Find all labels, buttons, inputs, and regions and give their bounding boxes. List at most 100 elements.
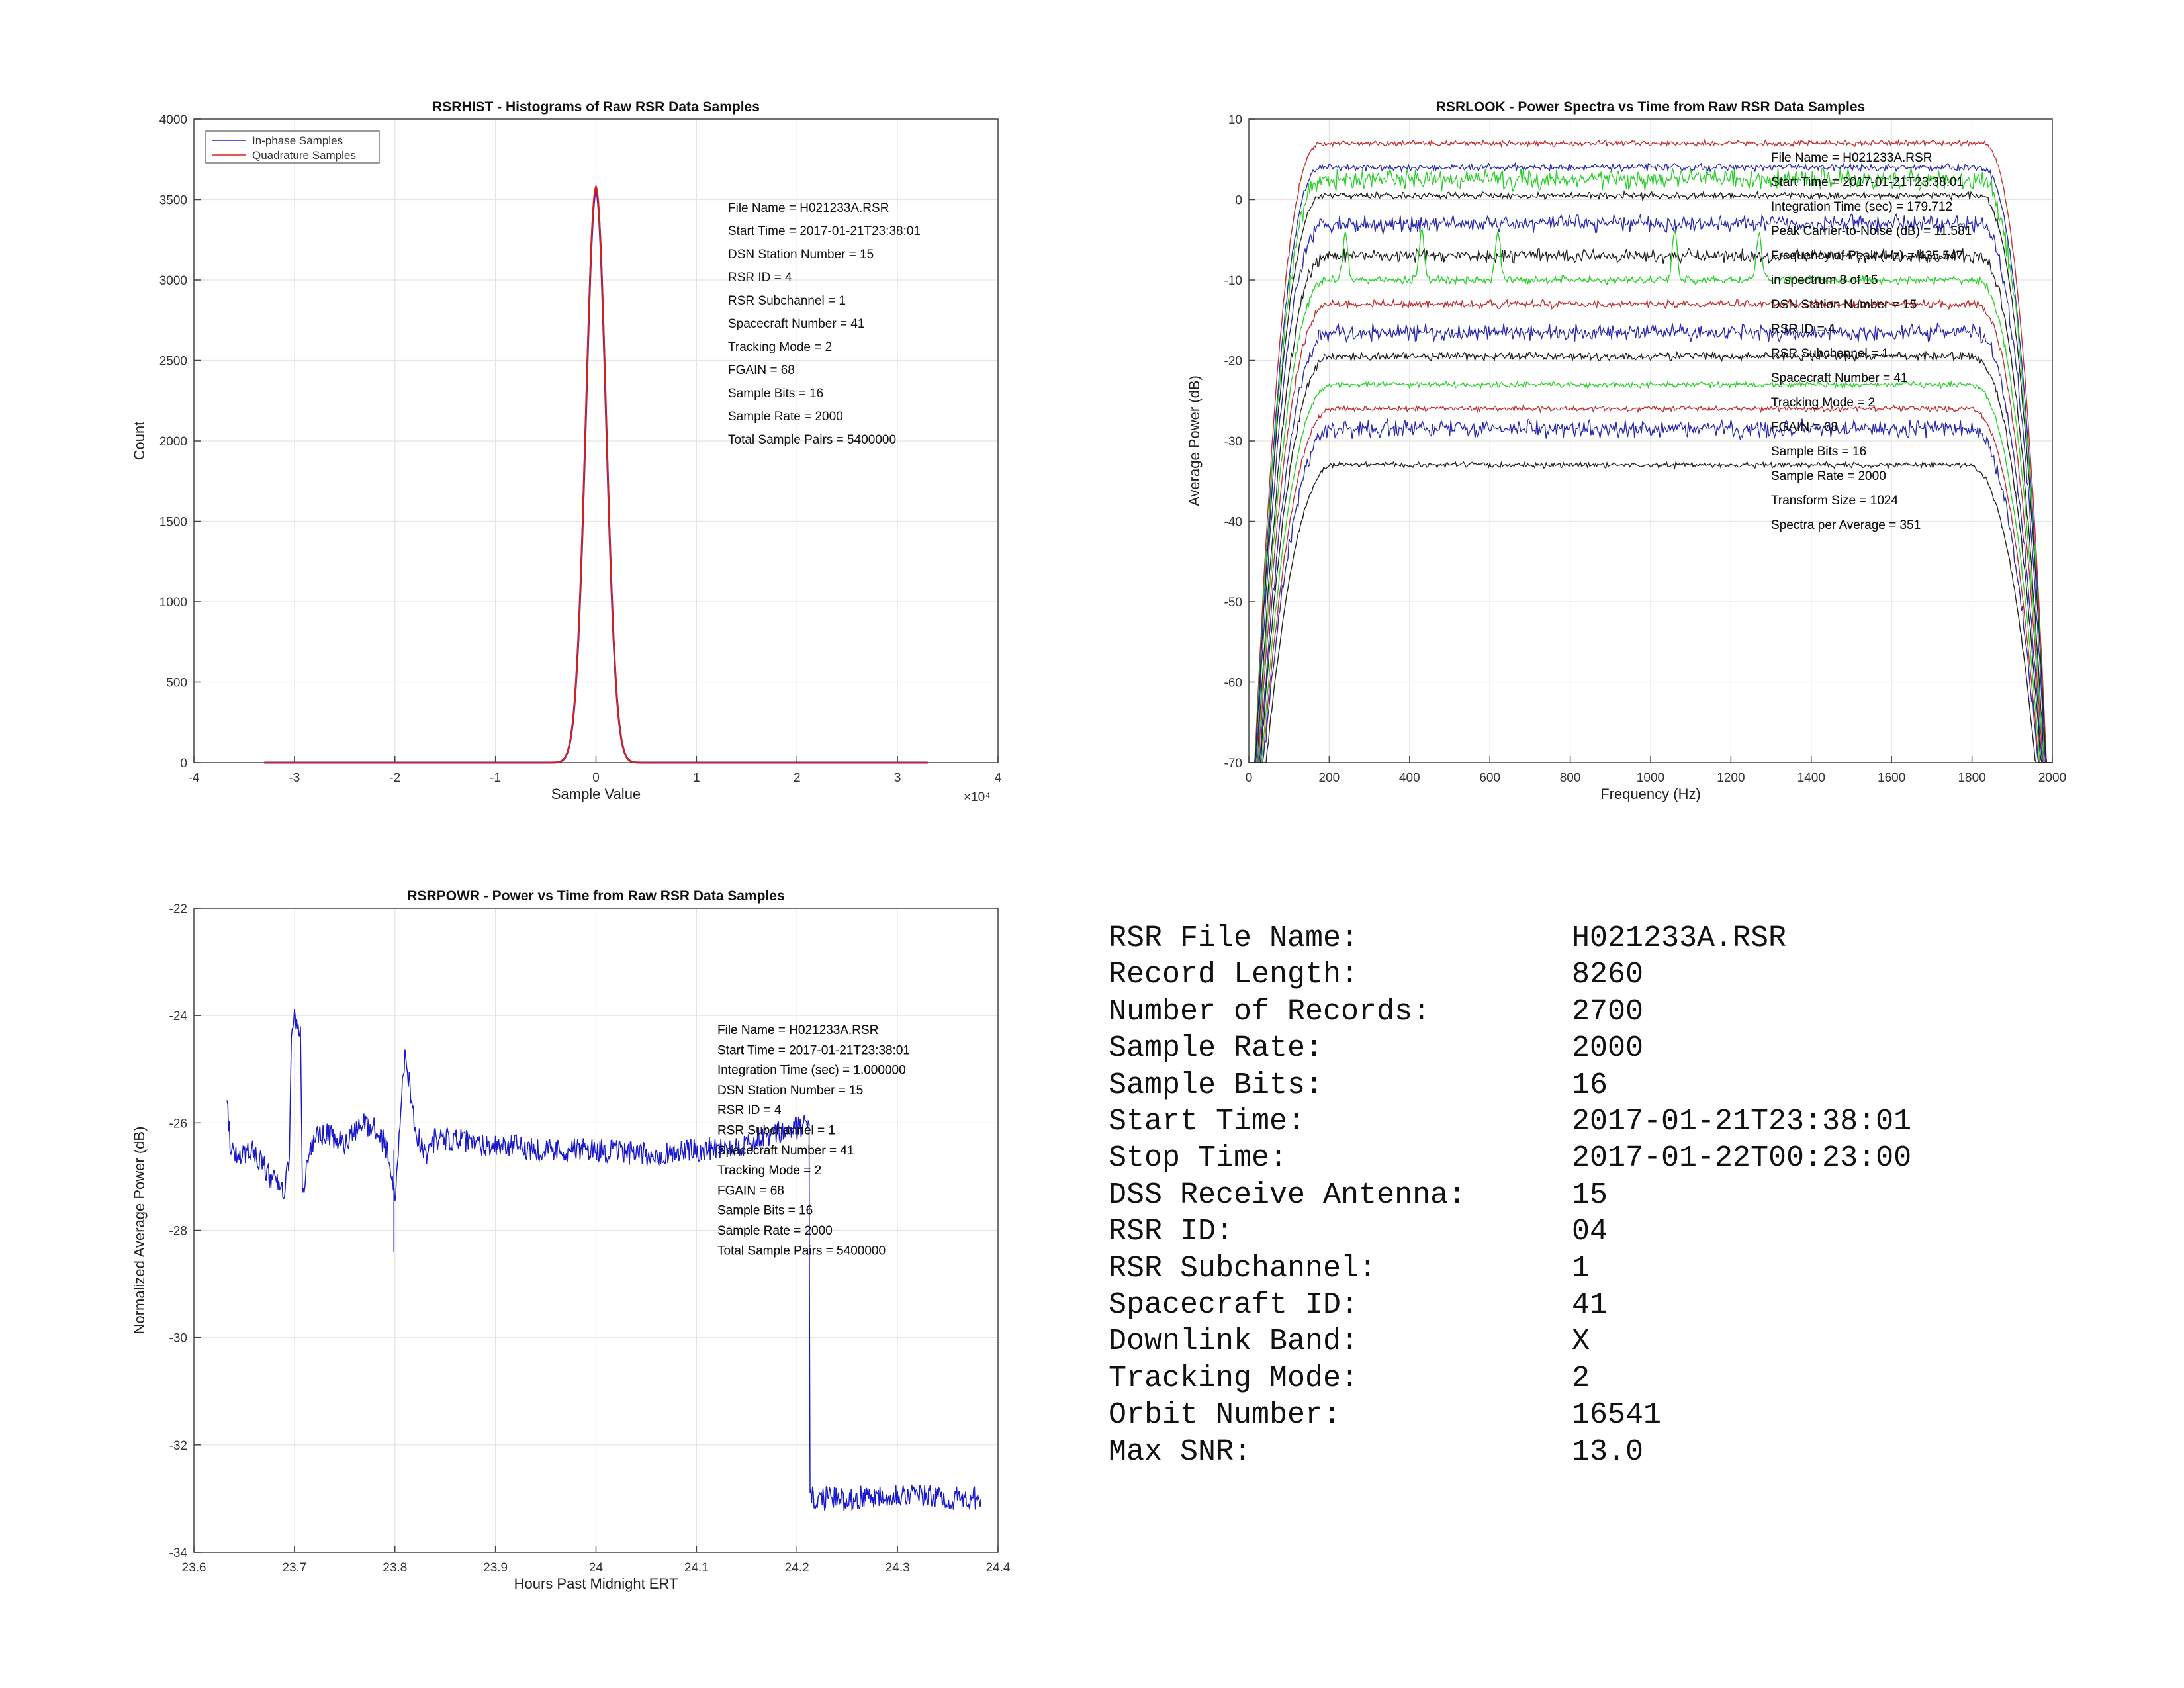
- rsrhist-ytick-label: 2500: [159, 355, 187, 369]
- rsrlook-annotation-overlay: Integration Time (sec) = 179.712: [1771, 200, 1952, 214]
- rsrhist-annotation: Spacecraft Number = 41: [728, 317, 864, 331]
- rsrlook-annotation: Spectra per Average = 351: [1771, 518, 1921, 532]
- rsrhist-ytick-label: 500: [166, 677, 187, 690]
- rsrlook-ytick-label: -20: [1224, 355, 1242, 369]
- rsrpowr-annotation-overlay: File Name = H021233A.RSR: [717, 1023, 878, 1037]
- rsrlook-spectrum-line: [1249, 228, 2052, 763]
- rsrhist-ytick-label: 2000: [159, 435, 187, 449]
- rsrhist-annotation: Start Time = 2017-01-21T23:38:01: [728, 224, 921, 238]
- summary-row: RSR Subchannel: 1: [1109, 1250, 1911, 1287]
- rsrpowr-xtick-label: 24: [589, 1561, 604, 1575]
- rsrpowr-xtick-label: 23.7: [282, 1561, 306, 1575]
- rsrhist-legend-entry: In-phase Samples: [252, 134, 343, 147]
- summary-key: Sample Rate:: [1109, 1031, 1324, 1066]
- rsrlook-spectrum-line: [1249, 418, 2052, 763]
- rsrhist-xtick-label: 4: [995, 771, 1002, 785]
- rsrhist-legend: In-phase Samples Quadrature Samples: [205, 130, 380, 164]
- rsrhist-annotation: Sample Bits = 16: [728, 387, 823, 400]
- rsrhist-chart: -4 -3 -2 -1 0 1 2 3 4 0 500 1000 1500 2000 2500 3000 350…: [131, 99, 1002, 804]
- rsrpowr-annotation: FGAIN = 68: [717, 1184, 784, 1197]
- rsrlook-annotation-overlay: DSN Station Number = 15: [1771, 298, 1917, 312]
- rsrlook-spectrum-line: [1249, 350, 2052, 763]
- rsrhist-xtick-label: 1: [693, 771, 700, 785]
- rsrhist-xtick-label: -3: [289, 771, 300, 785]
- rsrlook-annotation-overlay: Sample Rate = 2000: [1771, 469, 1886, 483]
- rsrhist-ytick-label: 3500: [159, 194, 187, 208]
- rsrlook-spectrum-line: [1249, 297, 2052, 763]
- rsrlook-xtick-label: 1600: [1878, 771, 1905, 785]
- rsrlook-xtick-label: 0: [1246, 771, 1253, 785]
- rsrhist-ytick-label: 0: [180, 757, 187, 771]
- summary-row: Sample Bits: 16: [1109, 1067, 1911, 1103]
- rsrlook-annotation-overlay: FGAIN = 68: [1771, 420, 1838, 434]
- summary-key: Number of Records:: [1109, 994, 1431, 1029]
- rsrpowr-ytick-label: -24: [169, 1009, 188, 1023]
- rsrhist-annotation: RSR ID = 4: [728, 271, 792, 285]
- rsrlook-ytick-label: -10: [1224, 274, 1242, 288]
- rsrlook-xtick-label: 600: [1479, 771, 1500, 785]
- rsrpowr-xtick-label: 23.9: [483, 1561, 508, 1575]
- summary-value: H021233A.RSR: [1572, 921, 1787, 955]
- summary-key: RSR ID:: [1109, 1215, 1234, 1249]
- summary-key: Max SNR:: [1109, 1434, 1252, 1469]
- summary-value: 2017-01-22T00:23:00: [1572, 1141, 1912, 1176]
- rsrhist-xtick-label: -1: [490, 771, 501, 785]
- summary-row: Record Length: 8260: [1109, 957, 1911, 993]
- summary-row: Orbit Number: 16541: [1109, 1397, 1911, 1433]
- rsrlook-title: RSRLOOK - Power Spectra vs Time from Raw…: [1436, 99, 1865, 115]
- rsrhist-legend-box: [205, 130, 380, 164]
- rsrpowr-annotation: Start Time = 2017-01-21T23:38:01: [717, 1043, 910, 1057]
- rsrhist-annotation: File Name = H021233A.RSR: [728, 201, 889, 215]
- rsrhist-ylabel: Count: [131, 422, 148, 461]
- rsrlook-annotation: Sample Rate = 2000: [1771, 469, 1886, 483]
- rsrlook-chart: 0 200 400 600 800 1000 1200 1400 1600 1800 2000 -70…: [1186, 99, 2066, 802]
- rsrlook-annotation: in spectrum 8 of 15: [1771, 273, 1878, 287]
- rsrpowr-xlabel: Hours Past Midnight ERT: [514, 1575, 678, 1592]
- summary-key: Sample Bits:: [1109, 1068, 1324, 1102]
- summary-key: Tracking Mode:: [1109, 1361, 1359, 1395]
- rsrlook-spectrum-line: [1249, 380, 2052, 763]
- rsrhist-annotation: Tracking Mode = 2: [728, 340, 832, 354]
- rsrlook-spectrum-line: [1249, 167, 2052, 763]
- rsrlook-annotation-overlay: Sample Bits = 16: [1771, 445, 1866, 459]
- summary-row: DSS Receive Antenna: 15: [1109, 1177, 1911, 1213]
- rsrlook-annotation-overlay: Start Time = 2017-01-21T23:38:01: [1771, 175, 1964, 189]
- rsrlook-annotation-overlay: Peak Carrier-to-Noise (dB) = 11.581: [1771, 224, 1972, 238]
- summary-value: 16541: [1572, 1398, 1662, 1432]
- rsrhist-xtick-label: 2: [794, 771, 801, 785]
- summary-key: Stop Time:: [1109, 1141, 1288, 1176]
- rsrlook-annotation-overlay: RSR ID = 4: [1771, 322, 1835, 336]
- summary-value: 13.0: [1572, 1434, 1644, 1469]
- summary-row: Sample Rate: 2000: [1109, 1030, 1911, 1066]
- rsrlook-xtick-label: 400: [1399, 771, 1420, 785]
- rsrlook-annotation-overlay: in spectrum 8 of 15: [1771, 273, 1878, 287]
- rsrlook-xtick-label: 1000: [1637, 771, 1664, 785]
- rsrlook-spectrum-line: [1249, 162, 2052, 763]
- rsrlook-annotation-overlay: Frequency of Peak (Hz) = 435.547: [1771, 249, 1964, 263]
- rsrpowr-ytick-label: -30: [169, 1332, 187, 1346]
- rsrlook-spectrum-line: [1249, 138, 2052, 763]
- rsrhist-series-line: [264, 183, 928, 764]
- rsrpowr-series-line: [226, 1009, 981, 1512]
- rsrlook-annotation: Start Time = 2017-01-21T23:38:01: [1771, 175, 1964, 189]
- summary-key: DSS Receive Antenna:: [1109, 1178, 1467, 1212]
- rsrhist-ytick-label: 4000: [159, 113, 187, 127]
- rsrpowr-annotation-overlay: Spacecraft Number = 41: [717, 1144, 854, 1158]
- summary-value: 8260: [1572, 958, 1644, 992]
- rsrlook-annotation-overlay: Spectra per Average = 351: [1771, 518, 1921, 532]
- rsrpowr-annotation-overlay: Sample Bits = 16: [717, 1204, 813, 1218]
- rsrlook-annotation-overlay: Tracking Mode = 2: [1771, 396, 1875, 410]
- summary-row: Stop Time: 2017-01-22T00:23:00: [1109, 1140, 1911, 1176]
- summary-table: RSR File Name: H021233A.RSR Record Length:…: [1109, 920, 1911, 1470]
- summary-row: Tracking Mode: 2: [1109, 1360, 1911, 1397]
- rsrhist-ytick-label: 3000: [159, 274, 187, 288]
- rsrpowr-ylabel: Normalized Average Power (dB): [131, 1127, 148, 1335]
- rsrlook-annotation: RSR Subchannel = 1: [1771, 347, 1889, 361]
- rsrlook-ytick-label: -30: [1224, 435, 1242, 449]
- summary-value: 2700: [1572, 994, 1644, 1029]
- rsrlook-xtick-label: 1400: [1797, 771, 1825, 785]
- rsrlook-ytick-label: -50: [1224, 596, 1242, 610]
- rsrhist-xtick-label: 3: [894, 771, 901, 785]
- rsrpowr-xtick-label: 24.4: [986, 1561, 1011, 1575]
